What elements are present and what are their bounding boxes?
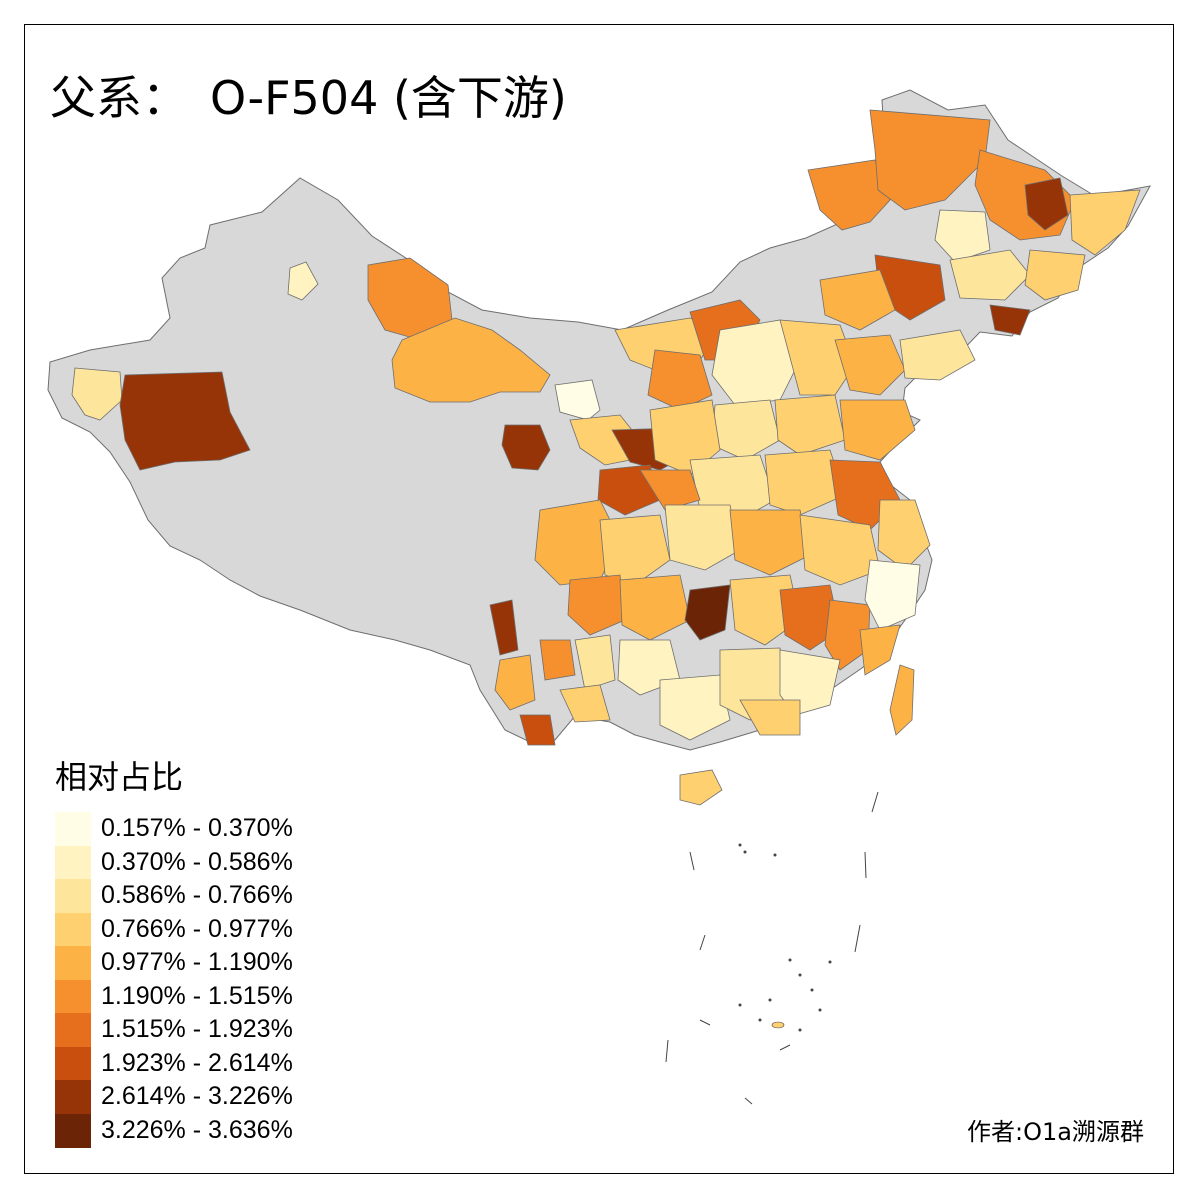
legend-swatch	[55, 845, 91, 880]
south-sea-islands	[665, 791, 879, 1105]
legend-item: 0.766% - 0.977%	[55, 912, 293, 947]
legend-swatch	[55, 812, 91, 846]
legend-label: 1.923% - 2.614%	[101, 1048, 293, 1077]
legend-items: 0.157% - 0.370% 0.370% - 0.586% 0.586% - 0…	[55, 812, 293, 1148]
legend: 相对占比 0.157% - 0.370% 0.370% - 0.586% 0.586…	[55, 752, 293, 1148]
legend-label: 0.977% - 1.190%	[101, 948, 293, 976]
region-polygons	[71, 109, 1141, 806]
legend-label: 0.766% - 0.977%	[101, 914, 293, 943]
legend-item: 1.190% - 1.515%	[55, 979, 293, 1014]
legend-item: 0.586% - 0.766%	[55, 879, 293, 913]
legend-label: 1.515% - 1.923%	[101, 1015, 293, 1043]
legend-swatch	[55, 1113, 91, 1148]
legend-swatch	[55, 1046, 91, 1081]
legend-title: 相对占比	[55, 758, 184, 796]
legend-item: 0.977% - 1.190%	[55, 946, 293, 980]
legend-item: 0.370% - 0.586%	[55, 845, 293, 880]
legend-label: 3.226% - 3.636%	[101, 1115, 293, 1144]
legend-item: 1.923% - 2.614%	[55, 1046, 293, 1081]
title-prefix: 父系：	[50, 71, 188, 125]
legend-swatch	[55, 946, 91, 980]
legend-swatch	[55, 879, 91, 913]
legend-swatch	[55, 1013, 91, 1047]
map-title: 父系： O-F504 (含下游)	[50, 62, 567, 128]
island-colored	[771, 1021, 785, 1029]
legend-item: 2.614% - 3.226%	[55, 1080, 293, 1114]
author-credit: 作者:O1a溯源群	[967, 1118, 1144, 1146]
legend-swatch	[55, 912, 91, 947]
title-main: O-F504 (含下游)	[210, 71, 567, 125]
legend-item: 1.515% - 1.923%	[55, 1013, 293, 1047]
legend-label: 0.370% - 0.586%	[101, 847, 293, 876]
legend-label: 0.157% - 0.370%	[101, 814, 293, 842]
legend-swatch	[55, 1080, 91, 1114]
legend-label: 2.614% - 3.226%	[101, 1082, 293, 1110]
legend-label: 0.586% - 0.766%	[101, 881, 293, 909]
legend-swatch	[55, 979, 91, 1014]
scattered-islets	[738, 843, 832, 1032]
legend-item: 0.157% - 0.370%	[55, 812, 293, 846]
legend-label: 1.190% - 1.515%	[101, 981, 293, 1010]
legend-item: 3.226% - 3.636%	[55, 1113, 293, 1148]
